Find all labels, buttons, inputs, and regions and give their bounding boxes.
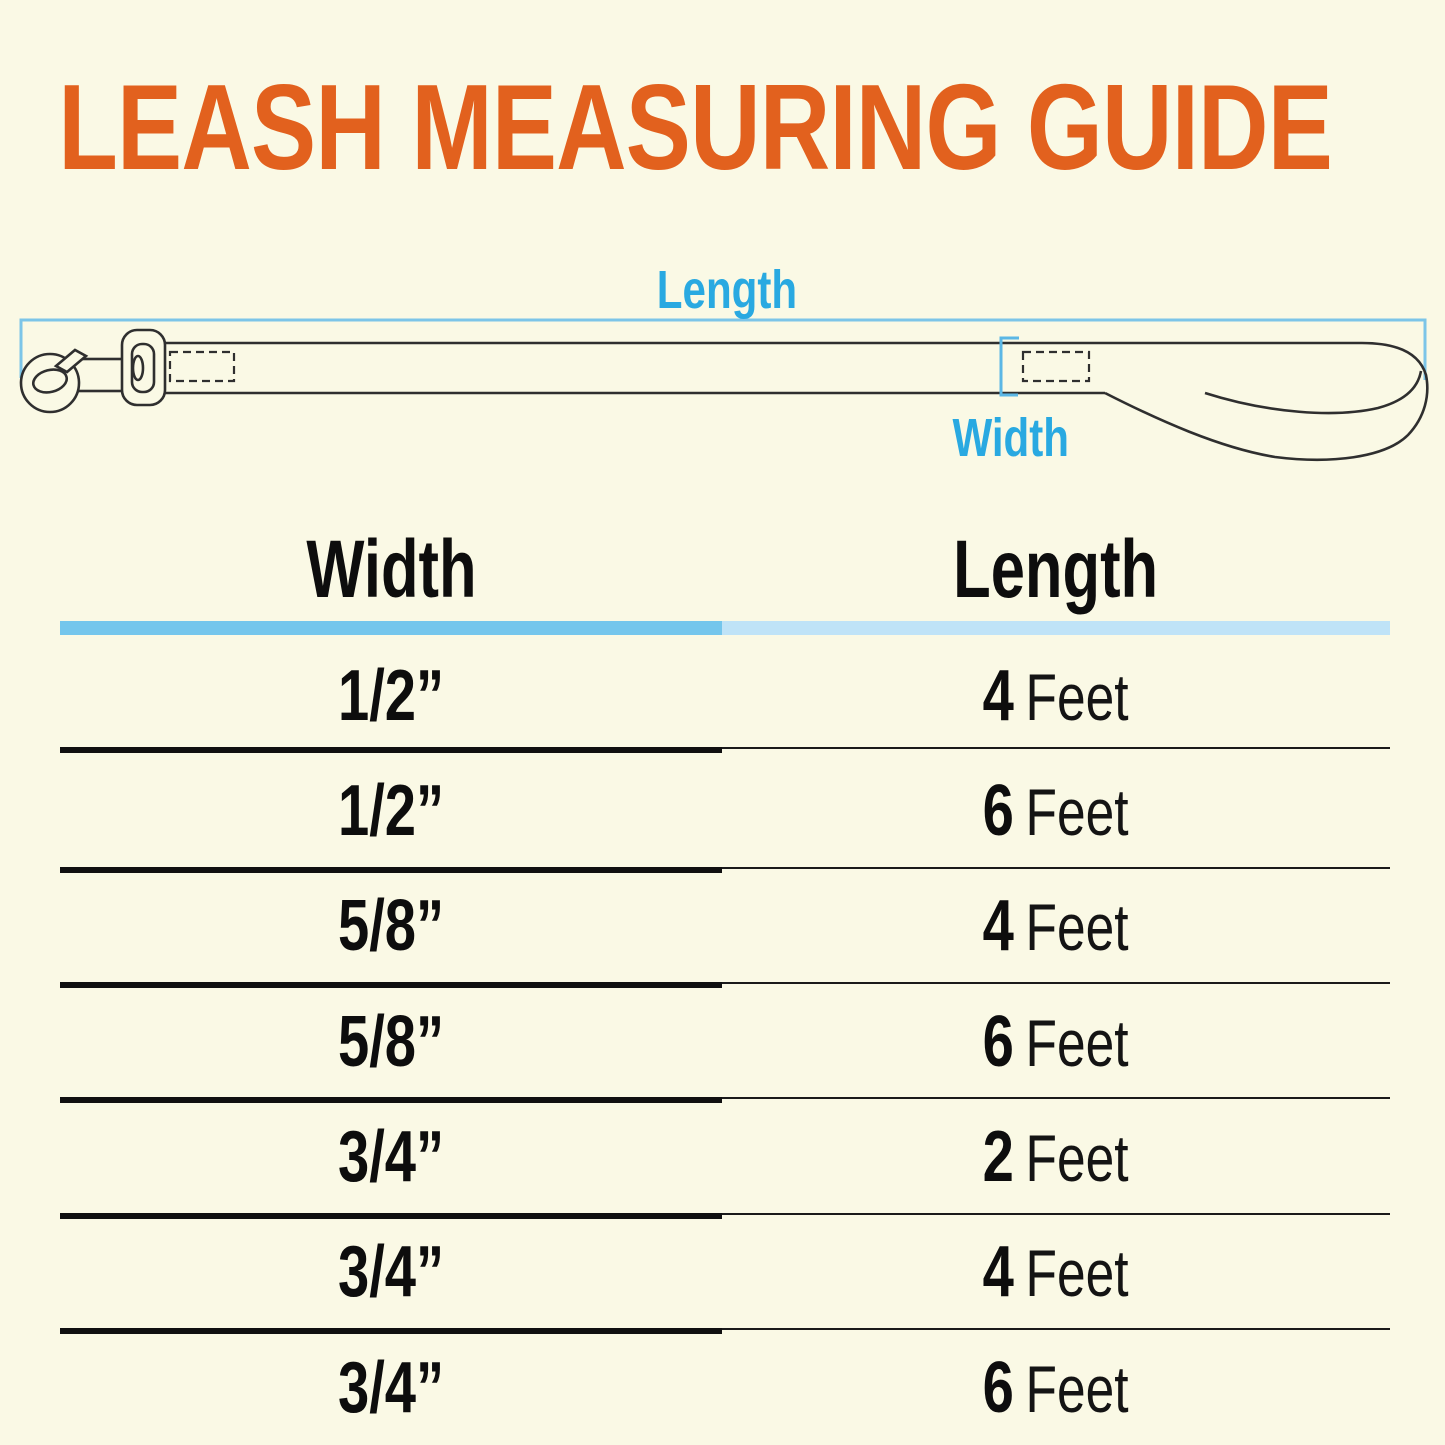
width-cell: 5/8” [337,886,445,966]
width-cell: 3/4” [337,1348,445,1428]
length-cell: 4 Feet [983,656,1129,736]
stitch-box-clasp [168,350,236,383]
width-cell: 5/8” [337,1002,445,1082]
row-divider-thick [60,1097,722,1103]
table-row: 5/8” 4 Feet [0,874,1445,978]
clasp-swivel-pin [131,354,145,382]
stitch-box-handle [1021,350,1091,383]
width-cell: 1/2” [337,771,445,851]
table-row: 5/8” 6 Feet [0,990,1445,1094]
row-divider-thick [60,982,722,988]
row-divider-thin [722,747,1390,749]
row-divider-thick [60,867,722,873]
header-bar-width [60,621,722,635]
clasp-hook-hole [31,368,69,394]
row-divider-thin [722,1097,1390,1099]
page-title-text: LEASH MEASURING GUIDE [58,59,1333,195]
table-header-width: Width [305,524,477,615]
diagram-width-label: Width [952,408,1070,468]
length-cell: 6 Feet [983,771,1129,851]
table-row: 3/4” 2 Feet [0,1105,1445,1209]
row-divider-thick [60,1328,722,1334]
length-cell: 4 Feet [983,886,1129,966]
table-row: 3/4” 6 Feet [0,1336,1445,1440]
length-cell: 6 Feet [983,1348,1129,1428]
diagram-length-label: Length [656,260,798,320]
row-divider-thin [722,867,1390,869]
row-divider-thin [722,982,1390,984]
row-divider-thin [722,1213,1390,1215]
handle-loop-outer [1104,341,1429,462]
table-row: 1/2” 4 Feet [0,644,1445,748]
row-divider-thick [60,1213,722,1219]
row-divider-thick [60,747,722,753]
width-cell: 3/4” [337,1232,445,1312]
width-cell: 1/2” [337,656,445,736]
leash-diagram [19,318,1429,462]
handle-loop-inner-fold [1204,370,1423,415]
table-header-length: Length [953,524,1159,615]
snap-hook-clasp [19,328,167,414]
clasp-trigger-lever [53,348,89,374]
length-cell: 6 Feet [983,1002,1129,1082]
table-row: 3/4” 4 Feet [0,1220,1445,1324]
length-cell: 2 Feet [983,1117,1129,1197]
table-row: 1/2” 6 Feet [0,759,1445,863]
length-cell: 4 Feet [983,1232,1129,1312]
width-bracket-line [999,336,1019,397]
page-title: LEASH MEASURING GUIDE [40,59,1350,195]
width-cell: 3/4” [337,1117,445,1197]
row-divider-thin [722,1328,1390,1330]
length-bracket-line [19,318,1427,380]
header-bar-length [722,621,1390,635]
